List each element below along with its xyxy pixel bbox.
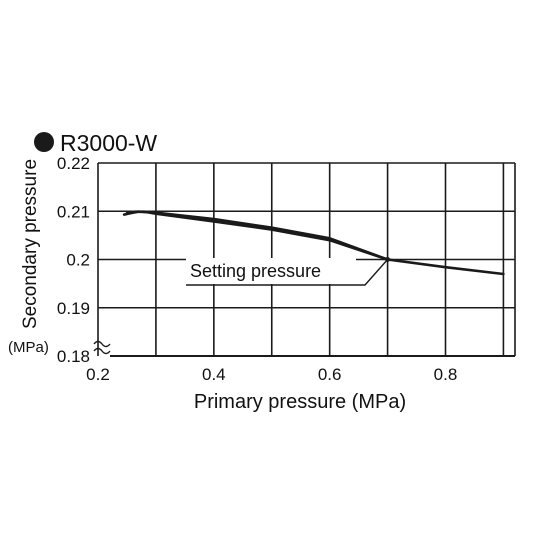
y-tick-label: 0.22 [57, 154, 90, 173]
axis-break-icon [93, 347, 111, 355]
x-tick-label: 0.8 [434, 365, 458, 384]
series-line [122, 210, 389, 261]
y-tick-label: 0.18 [57, 347, 90, 366]
chart-title: R3000-W [60, 130, 157, 156]
x-axis-label: Primary pressure (MPa) [194, 391, 406, 413]
x-tick-label: 0.4 [202, 365, 226, 384]
annotation-backdrop [186, 258, 356, 284]
axis-break-icon [93, 340, 111, 348]
title-bullet-icon [34, 132, 54, 152]
y-tick-label: 0.21 [57, 202, 90, 221]
y-axis-label: Secondary pressure [20, 159, 41, 329]
y-axis-unit: (MPa) [8, 339, 49, 356]
y-tick-label: 0.19 [57, 299, 90, 318]
x-tick-label: 0.6 [318, 365, 342, 384]
x-tick-label: 0.2 [86, 365, 110, 384]
annotation-leader-line [186, 259, 389, 286]
setting-pressure-point [385, 257, 391, 262]
series-line [125, 210, 505, 276]
y-tick-label: 0.2 [66, 251, 90, 270]
annotation-label: Setting pressure [190, 261, 321, 281]
